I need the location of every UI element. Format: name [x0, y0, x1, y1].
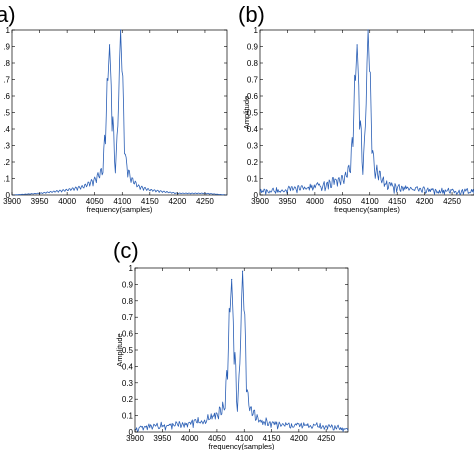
- panel-label: a): [0, 2, 16, 27]
- x-tick-label: 4000: [58, 197, 76, 206]
- y-axis-label: Amplitude: [115, 333, 124, 366]
- x-tick-label: 4200: [290, 434, 308, 443]
- y-tick-label: 0: [254, 191, 259, 200]
- spectrum-line: [11, 29, 228, 196]
- y-tick-label: 0.9: [247, 43, 259, 52]
- y-tick-label: 0.8: [122, 297, 134, 306]
- y-tick-label: .2: [3, 158, 10, 167]
- x-tick-label: 4150: [141, 197, 159, 206]
- y-tick-label: 0.2: [247, 158, 259, 167]
- x-tick-label: 4200: [416, 197, 434, 206]
- x-axis-label: frequency(samples): [87, 205, 153, 214]
- x-tick-label: 4150: [263, 434, 281, 443]
- peak-point-1: [356, 44, 358, 46]
- y-tick-label: .3: [3, 142, 10, 151]
- peak-point-2: [241, 270, 244, 272]
- y-tick-label: 1: [254, 26, 259, 35]
- spectrum-line: [259, 29, 474, 196]
- y-tick-label: .9: [3, 43, 10, 52]
- y-tick-label: 0.2: [122, 395, 134, 404]
- x-tick-label: 3900: [251, 197, 269, 206]
- x-tick-label: 4100: [113, 197, 131, 206]
- x-tick-label: 4250: [317, 434, 335, 443]
- y-tick-label: 0.7: [122, 313, 134, 322]
- x-tick-label: 4250: [443, 197, 461, 206]
- y-tick-label: 0.1: [247, 175, 259, 184]
- panel-label: (c): [113, 238, 139, 263]
- y-tick-label: 0.3: [122, 379, 134, 388]
- y-tick-label: 0.6: [247, 92, 259, 101]
- x-tick-label: 4000: [306, 197, 324, 206]
- x-tick-label: 4050: [208, 434, 226, 443]
- x-tick-label: 3950: [279, 197, 297, 206]
- peak-point-1: [231, 278, 233, 281]
- y-tick-label: .8: [3, 59, 10, 68]
- x-axis-label: frequency(samples): [334, 205, 400, 214]
- chart-panel-3: (c) 3900 3950 4000 4050 4100 4150 4200 4250 0 0.1 0…: [113, 238, 349, 450]
- y-tick-label: 0: [129, 428, 134, 437]
- x-tick-label: 4100: [235, 434, 253, 443]
- x-tick-label: 4050: [86, 197, 104, 206]
- x-tick-label: 3900: [3, 197, 21, 206]
- x-tick-label: 3950: [31, 197, 49, 206]
- y-tick-label: .4: [3, 125, 10, 134]
- y-tick-label: .6: [3, 92, 10, 101]
- y-tick-label: 0: [6, 191, 11, 200]
- y-tick-label: 0.1: [122, 412, 134, 421]
- x-tick-label: 4100: [361, 197, 379, 206]
- peak-point-2: [120, 29, 122, 31]
- x-tick-label: 4000: [181, 434, 199, 443]
- y-tick-label: 0.4: [247, 125, 259, 134]
- y-axis-label: Amplitude: [242, 96, 251, 129]
- y-tick-label: .5: [3, 109, 10, 118]
- y-tick-label: 0.4: [122, 362, 134, 371]
- y-tick-label: .7: [3, 76, 10, 85]
- spectrum-line: [134, 270, 349, 432]
- y-tick-label: 0.5: [122, 346, 134, 355]
- y-tick-label: .1: [3, 175, 10, 184]
- y-tick-label: 0.7: [247, 76, 259, 85]
- y-tick-label: 0.3: [247, 142, 259, 151]
- y-tick-label: 0.8: [247, 59, 259, 68]
- peak-point-1: [108, 44, 111, 46]
- chart-panel-1: a) 3900 3950 4000 4050 4100 4150 4200 4250 0 .1 .2.…: [0, 2, 228, 214]
- chart-panel-2: (b) 3900 3950 4000 4050 4100 4150 4200 4250 0 0.1 0…: [238, 2, 474, 214]
- x-tick-label: 4050: [333, 197, 351, 206]
- x-tick-label: 4250: [196, 197, 214, 206]
- y-tick-label: 0.6: [122, 330, 134, 339]
- peak-point-2: [367, 29, 369, 31]
- x-axis-label: frequency(samples): [209, 442, 275, 450]
- panel-label: (b): [238, 2, 265, 27]
- y-tick-label: 1: [129, 264, 134, 273]
- x-tick-label: 4200: [168, 197, 186, 206]
- x-tick-label: 3900: [126, 434, 144, 443]
- x-tick-label: 3950: [153, 434, 171, 443]
- x-tick-label: 4150: [388, 197, 406, 206]
- y-tick-label: 0.5: [247, 109, 259, 118]
- y-tick-label: 0.9: [122, 280, 134, 289]
- y-tick-label: 1: [6, 26, 11, 35]
